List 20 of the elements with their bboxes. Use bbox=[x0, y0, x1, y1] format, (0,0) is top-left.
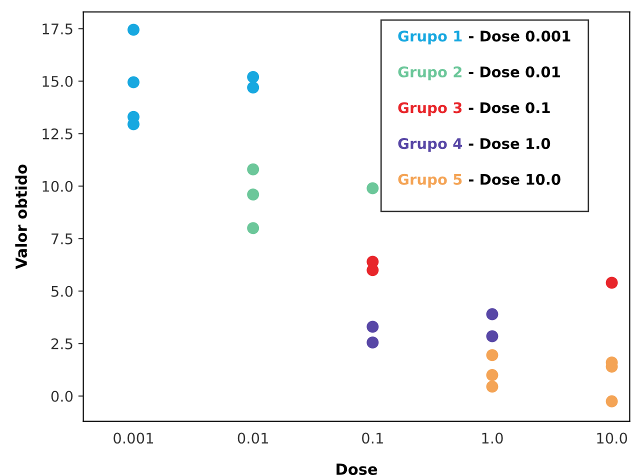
y-tick-label: 7.5 bbox=[52, 234, 72, 244]
text: Grupo 3 - Dose 0.1 bbox=[398, 102, 550, 116]
y-axis-title: Valor obtido bbox=[15, 164, 28, 270]
x-tick-label: 0.001 bbox=[114, 432, 154, 444]
y-tick-label: 12.5 bbox=[42, 128, 72, 140]
y-tick-label: 2.5 bbox=[51, 338, 72, 350]
text: Grupo 5 - Dose 10.0 bbox=[398, 174, 560, 188]
x-tick-label: 1.0 bbox=[482, 432, 503, 444]
x-tick-label: 10.0 bbox=[597, 432, 628, 444]
x-tick-label: 0.01 bbox=[238, 432, 268, 444]
x-axis-title: Dose bbox=[336, 464, 378, 475]
x-tick-label: 0.1 bbox=[362, 432, 383, 444]
y-tick-label: 15.0 bbox=[42, 76, 73, 87]
text: Grupo 4 - Dose 1.0 bbox=[398, 138, 550, 152]
y-tick-label: 17.5 bbox=[42, 24, 72, 34]
text: Grupo 1 - Dose 0.001 bbox=[398, 30, 570, 44]
y-tick-label: 0.0 bbox=[51, 390, 73, 402]
text: Grupo 2 - Dose 0.01 bbox=[398, 66, 560, 80]
y-tick-label: 5.0 bbox=[52, 286, 73, 297]
y-tick-label: 10.0 bbox=[42, 180, 73, 192]
